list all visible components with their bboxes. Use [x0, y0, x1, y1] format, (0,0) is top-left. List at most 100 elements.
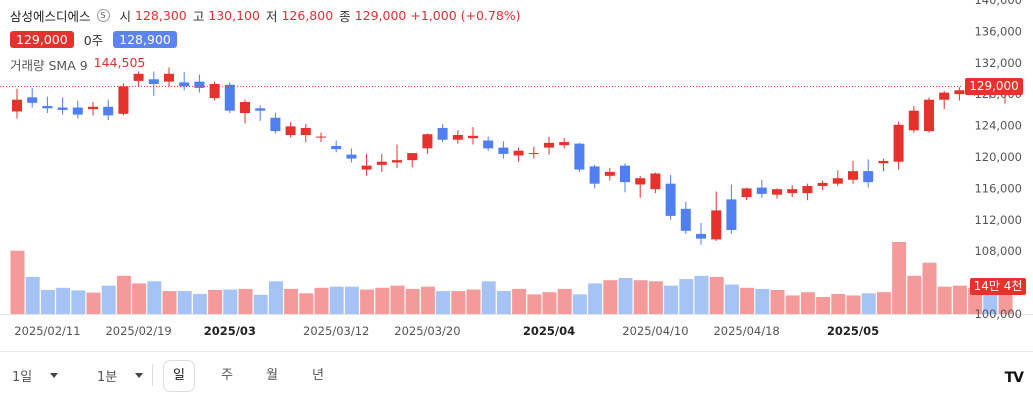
volume-bar: [892, 242, 907, 314]
volume-bar: [86, 292, 101, 314]
volume-bar: [284, 288, 299, 314]
volume-bar: [633, 280, 648, 314]
volume-bar: [329, 286, 344, 314]
volume-bar: [481, 281, 496, 314]
candle-body: [893, 124, 904, 162]
volume-bar: [679, 279, 694, 314]
candlestick-chart[interactable]: 100,000104,000108,000112,000116,000120,0…: [0, 0, 1033, 352]
volume-bar: [116, 275, 131, 314]
time-tick-label: 2025/02/19: [105, 324, 171, 338]
volume-legend: 거래량 SMA 9 144,505: [10, 55, 145, 74]
price-tick-label: 116,000: [974, 181, 1022, 195]
volume-bar: [724, 284, 739, 314]
candle-body: [468, 135, 478, 139]
volume-bar: [496, 291, 511, 314]
tab-week[interactable]: 주: [221, 368, 233, 383]
candle-body: [437, 127, 448, 140]
candle-body: [57, 107, 68, 110]
candle-body: [559, 142, 570, 146]
volume-bar: [770, 290, 785, 314]
stock-name: 삼성에스디에스: [10, 9, 91, 24]
high-value: 130,100: [208, 8, 260, 23]
candle-body: [148, 79, 159, 84]
volume-bar: [816, 296, 831, 314]
bottom-toolbar: 1일 1분 일 주 월 년 TV: [0, 352, 1033, 401]
open-label: 시: [119, 9, 132, 24]
candle-body: [194, 81, 205, 88]
volume-bar: [268, 281, 283, 314]
candle-body: [483, 140, 494, 149]
candle-body: [574, 143, 585, 170]
volume-bar: [405, 288, 420, 314]
candle-body: [665, 183, 676, 216]
tab-month[interactable]: 월: [266, 368, 278, 383]
candle-body: [285, 126, 296, 136]
candle-body: [407, 153, 418, 161]
open-value: 128,300: [135, 8, 187, 23]
change-value: +1,000 (+0.78%): [410, 8, 521, 23]
volume-bar: [831, 293, 846, 314]
candle-body: [118, 86, 129, 114]
candle-body: [12, 99, 22, 112]
close-value: 129,000: [354, 8, 407, 23]
volume-bar: [572, 294, 587, 314]
volume-bar: [436, 291, 451, 314]
volume-bar: [314, 287, 329, 314]
close-label: 종: [339, 9, 351, 24]
candle-body: [772, 189, 782, 195]
candle-body: [392, 160, 402, 163]
tab-year[interactable]: 년: [312, 368, 324, 383]
volume-bar: [876, 292, 891, 314]
tradingview-logo-icon[interactable]: TV: [1004, 370, 1024, 386]
last-price-tag: 129,000: [965, 77, 1023, 95]
candle-body: [787, 189, 798, 194]
candle-body: [635, 178, 646, 185]
volume-bar: [861, 293, 876, 314]
price-tick-label: 124,000: [974, 119, 1022, 133]
average-price-pill: 128,900: [113, 31, 177, 48]
volume-bar: [253, 294, 268, 314]
candle-body: [863, 171, 874, 183]
candle-body: [696, 233, 706, 239]
candle-body: [756, 187, 767, 194]
volume-bar: [755, 288, 770, 314]
price-tick-label: 132,000: [974, 56, 1022, 70]
tab-day[interactable]: 일: [164, 361, 194, 391]
volume-bar: [71, 290, 86, 314]
candle-body: [924, 99, 934, 132]
candle-body: [650, 173, 661, 190]
time-tick-label: 2025/03: [204, 324, 256, 338]
candle-body: [848, 171, 858, 180]
time-tick-label: 2025/04: [523, 324, 575, 338]
time-tick-label: 2025/04/10: [622, 324, 688, 338]
current-price-pill: 129,000: [10, 31, 74, 48]
candle-body: [179, 82, 190, 87]
symbol-badge[interactable]: S: [96, 9, 110, 22]
candle-body: [954, 90, 965, 95]
time-axis: 2025/02/11 2025/02/19 2025/03 2025/03/12 202…: [14, 324, 879, 338]
price-tick-label: 120,000: [974, 150, 1022, 164]
time-tick-label: 2025/05: [827, 324, 879, 338]
volume-bar: [375, 287, 390, 314]
volume-bar: [588, 283, 603, 314]
candle-body: [300, 127, 311, 136]
volume-bar: [907, 275, 922, 314]
volume-bar: [147, 281, 162, 314]
position-row: 129,000 0주 128,900: [10, 30, 177, 49]
price-tick-label: 100,000: [974, 307, 1022, 321]
candle-body: [376, 161, 387, 165]
volume-bar: [512, 288, 527, 314]
volume-bar: [192, 293, 207, 314]
volume-bar: [344, 286, 359, 314]
minute-dropdown[interactable]: 1분: [97, 366, 144, 385]
volume-bar: [740, 287, 755, 314]
price-tick-label: 108,000: [974, 244, 1022, 258]
volume-sma-value: 144,505: [93, 55, 146, 70]
volume-sma-label: 거래량 SMA 9: [10, 58, 88, 73]
candle-body: [544, 142, 554, 148]
volume-bars: [10, 242, 1013, 314]
price-candles: [12, 67, 1010, 245]
candle-body: [331, 146, 342, 150]
interval-dropdown[interactable]: 1일: [12, 366, 59, 385]
chevron-down-icon: [135, 373, 144, 378]
